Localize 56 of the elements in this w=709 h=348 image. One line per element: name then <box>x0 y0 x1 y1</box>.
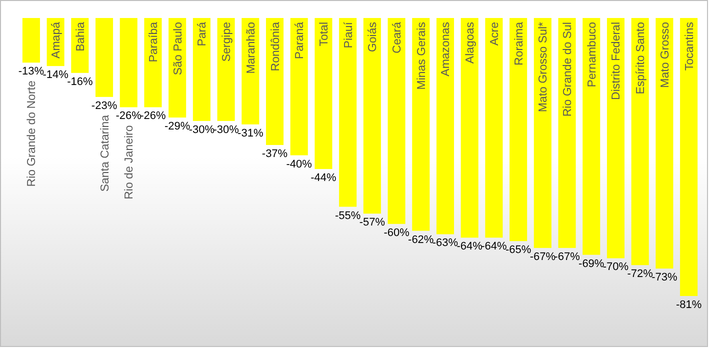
data-label: -16% <box>67 76 93 88</box>
x-tick-label: Ceará <box>392 21 404 54</box>
x-tick-label: Espírito Santo <box>635 22 648 94</box>
data-label: -23% <box>91 100 118 112</box>
x-tick-label: Pernambuco <box>586 22 598 88</box>
x-tick-label: Amazonas <box>440 22 452 76</box>
data-label: -55% <box>334 210 361 222</box>
x-tick-label: Tocantins <box>684 22 696 71</box>
x-tick-label: Mato Grosso Sul* <box>538 21 550 112</box>
x-tick-label: Goiás <box>367 22 380 52</box>
data-label: -63% <box>432 237 458 250</box>
data-label: -81% <box>676 299 702 311</box>
data-label: -37% <box>262 148 288 160</box>
x-tick-label: Paraíba <box>148 21 160 62</box>
x-tick-label: Mato Grosso <box>659 22 672 88</box>
x-tick-label: Paraná <box>294 21 306 60</box>
data-label: -44% <box>310 172 337 184</box>
data-label: -13% <box>18 66 44 78</box>
data-label: -72% <box>627 268 654 280</box>
x-tick-label: São Paulo <box>172 22 184 76</box>
data-label: -69% <box>578 258 604 270</box>
data-label: -29% <box>164 120 190 133</box>
data-label: -30% <box>213 124 240 136</box>
x-tick-label: Alagoas <box>464 22 477 64</box>
data-label: -26% <box>140 110 166 122</box>
x-tick-label: Rio Grande do Norte <box>26 80 38 187</box>
x-tick-label: Roraima <box>513 21 526 66</box>
data-label: -70% <box>602 261 629 274</box>
data-label: -64% <box>481 240 508 253</box>
x-tick-label: Minas Gerais <box>416 22 428 90</box>
x-tick-label: Bahia <box>74 21 87 52</box>
data-label: -73% <box>652 272 678 284</box>
x-tick-label: Rio de Janeiro <box>124 125 136 200</box>
data-label: -65% <box>505 244 532 256</box>
data-label: -40% <box>286 158 312 170</box>
data-label: -14% <box>42 69 69 82</box>
x-tick-label: Piauí <box>342 21 355 48</box>
x-tick-label: Rio Grande do Sul <box>562 22 574 117</box>
data-label: -30% <box>188 124 215 136</box>
data-label: -31% <box>238 127 264 140</box>
x-tick-label: Sergipe <box>221 22 234 62</box>
x-tick-label: Santa Catarina <box>99 114 112 192</box>
data-label: -26% <box>116 110 142 122</box>
data-label: -57% <box>359 216 386 229</box>
x-tick-label: Amapá <box>50 21 63 58</box>
data-label: -60% <box>384 226 410 239</box>
data-label: -67% <box>554 250 580 263</box>
data-label: -64% <box>456 240 483 253</box>
x-tick-label: Rondônia <box>270 21 282 72</box>
data-label: -67% <box>530 250 556 263</box>
x-tick-label: Distrito Federal <box>610 22 623 100</box>
x-tick-label: Maranhão <box>245 22 258 74</box>
x-tick-label: Total <box>318 22 330 46</box>
x-tick-label: Pará <box>196 21 209 46</box>
x-tick-label: Acre <box>488 22 501 46</box>
data-label: -62% <box>408 234 434 246</box>
